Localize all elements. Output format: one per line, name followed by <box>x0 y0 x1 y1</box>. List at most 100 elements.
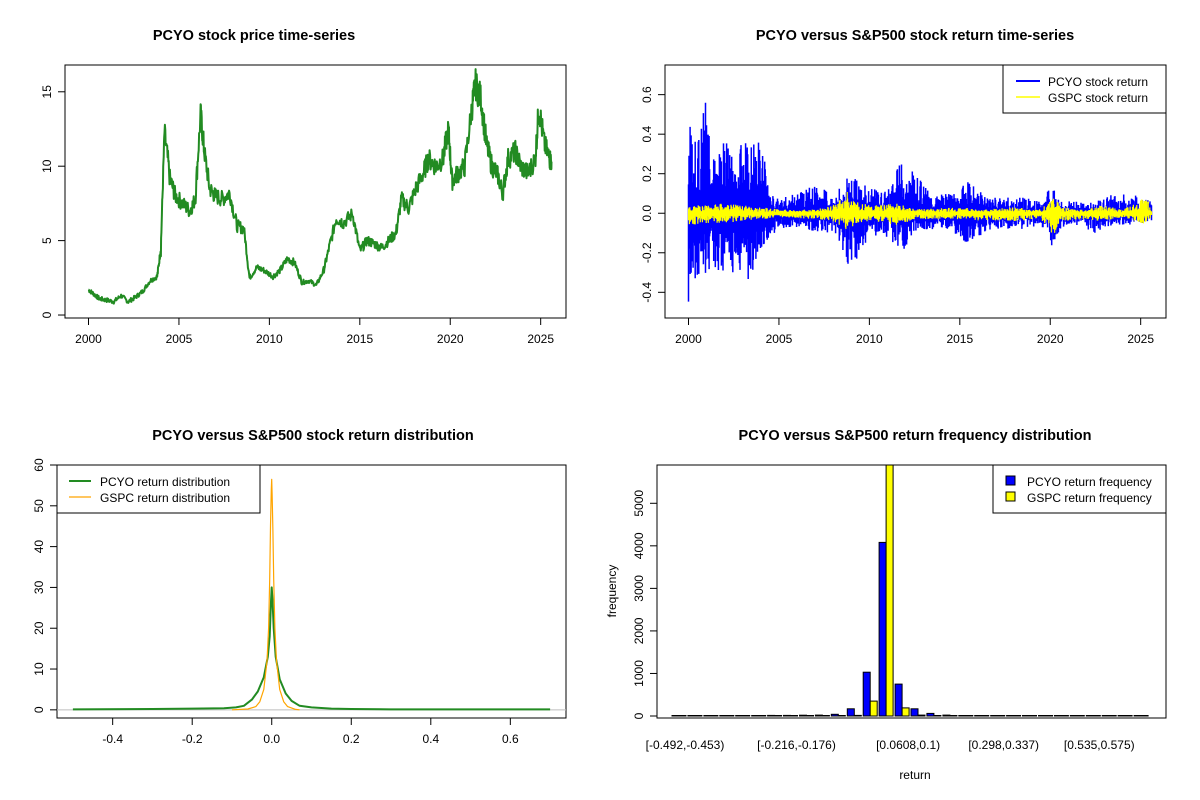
bar-gspc <box>997 715 1006 717</box>
y-tick-label: -0.4 <box>640 282 654 303</box>
bar-gspc <box>885 464 894 717</box>
y-tick-label: 4000 <box>632 532 646 559</box>
bar-gspc <box>806 715 814 717</box>
bar-gspc <box>1140 715 1149 717</box>
y-tick-label: 0 <box>632 712 646 719</box>
y-tick-label: 0 <box>32 706 46 713</box>
x-tick-label: -0.4 <box>102 732 123 746</box>
bar-pcyo <box>814 714 823 717</box>
x-category-label: [-0.216,-0.176) <box>757 738 836 752</box>
bar-pcyo <box>1006 715 1015 717</box>
bar-gspc <box>869 700 878 717</box>
bar-gspc <box>710 715 719 717</box>
bar-pcyo <box>783 714 791 717</box>
bar-pcyo <box>1133 715 1142 717</box>
legend-box <box>1002 64 1167 114</box>
bar-pcyo <box>862 671 871 717</box>
y-tick-label: 5 <box>40 237 54 244</box>
bar-pcyo <box>671 715 680 717</box>
bar-pcyo <box>958 715 967 717</box>
y-tick-label: 60 <box>32 458 46 472</box>
x-tick-label: -0.2 <box>182 732 203 746</box>
x-tick-label: 2005 <box>766 332 793 346</box>
x-category-label: [0.0608,0.1) <box>876 738 940 752</box>
bar-pcyo <box>687 715 696 717</box>
legend-box <box>56 464 261 514</box>
y-tick-label: 0.4 <box>640 126 654 143</box>
bar-pcyo <box>719 715 728 717</box>
plot-frame <box>64 64 567 319</box>
y-tick-label: 0.6 <box>640 86 654 103</box>
bar-gspc <box>1029 715 1037 717</box>
gspc-density-line <box>231 478 300 711</box>
x-tick-label: 0.4 <box>422 732 439 746</box>
x-category-label: [-0.492,-0.453) <box>646 738 725 752</box>
legend: PCYO return distribution GSPC return dist… <box>56 464 261 514</box>
bar-pcyo <box>767 714 776 717</box>
panel-return-frequency: PCYO versus S&P500 return frequency dist… <box>605 428 1167 782</box>
bar-pcyo <box>1069 715 1078 717</box>
bar-pcyo <box>942 714 951 717</box>
bar-gspc <box>965 715 974 717</box>
legend-label-pcyo: PCYO stock return <box>1048 75 1148 89</box>
x-tick-label: 0.0 <box>263 732 280 746</box>
bar-gspc <box>774 715 783 717</box>
bar-pcyo <box>1117 715 1126 717</box>
bar-gspc <box>678 715 687 717</box>
chart-title-density: PCYO versus S&P500 stock return distribu… <box>152 428 474 444</box>
bar-gspc <box>917 714 926 717</box>
y-axis-label: frequency <box>605 565 619 618</box>
bar-pcyo <box>1101 715 1110 717</box>
bar-pcyo <box>926 712 935 717</box>
x-tick-label: 2020 <box>1037 332 1064 346</box>
bar-pcyo <box>751 715 760 717</box>
y-tick-label: 5000 <box>632 490 646 517</box>
panel-price-timeseries: PCYO stock price time-series 2000 2005 201… <box>40 28 567 346</box>
bar-pcyo <box>799 714 807 717</box>
y-tick-label: 3000 <box>632 575 646 602</box>
legend-swatch-gspc <box>1005 491 1016 502</box>
y-tick-label: 1000 <box>632 660 646 687</box>
bar-gspc <box>758 715 767 717</box>
bar-gspc <box>1092 715 1101 717</box>
bar-gspc <box>981 715 990 717</box>
bar-pcyo <box>830 713 839 717</box>
x-tick-label: 2000 <box>675 332 702 346</box>
y-tick-label: -0.2 <box>640 242 654 263</box>
legend-swatch-pcyo <box>1005 475 1016 486</box>
bar-gspc <box>1060 715 1069 717</box>
bar-pcyo <box>1038 715 1046 717</box>
x-tick-label: 2025 <box>527 332 554 346</box>
pcyo-density-line <box>72 586 551 711</box>
x-tick-label: 2000 <box>75 332 102 346</box>
bar-gspc <box>790 715 798 717</box>
bar-gspc <box>1076 715 1085 717</box>
y-tick-label: 0.2 <box>640 165 654 182</box>
gspc-return-series <box>687 192 1153 233</box>
legend-label-gspc: GSPC return frequency <box>1027 491 1152 505</box>
y-tick-label: 50 <box>32 499 46 513</box>
bar-pcyo <box>846 708 855 717</box>
bar-pcyo <box>703 715 712 717</box>
x-tick-label: 2015 <box>346 332 373 346</box>
x-axis-label: return <box>899 768 930 782</box>
bar-pcyo <box>1085 715 1094 717</box>
bar-pcyo <box>894 683 903 717</box>
legend-label-gspc: GSPC stock return <box>1048 91 1148 105</box>
bar-gspc <box>933 715 942 717</box>
x-tick-label: 2025 <box>1127 332 1154 346</box>
legend-label-pcyo: PCYO return distribution <box>100 475 230 489</box>
chart-title-histogram: PCYO versus S&P500 return frequency dist… <box>739 428 1092 444</box>
x-category-label: [0.298,0.337) <box>968 738 1039 752</box>
y-tick-label: 0 <box>40 311 54 318</box>
bar-pcyo <box>1022 715 1030 717</box>
y-tick-label: 10 <box>32 662 46 676</box>
bar-pcyo <box>735 715 744 717</box>
price-series-line <box>87 68 553 305</box>
x-tick-label: 0.6 <box>502 732 519 746</box>
bar-gspc <box>726 715 735 717</box>
bar-gspc <box>1108 715 1117 717</box>
bar-pcyo <box>878 541 887 717</box>
bar-gspc <box>853 714 862 717</box>
